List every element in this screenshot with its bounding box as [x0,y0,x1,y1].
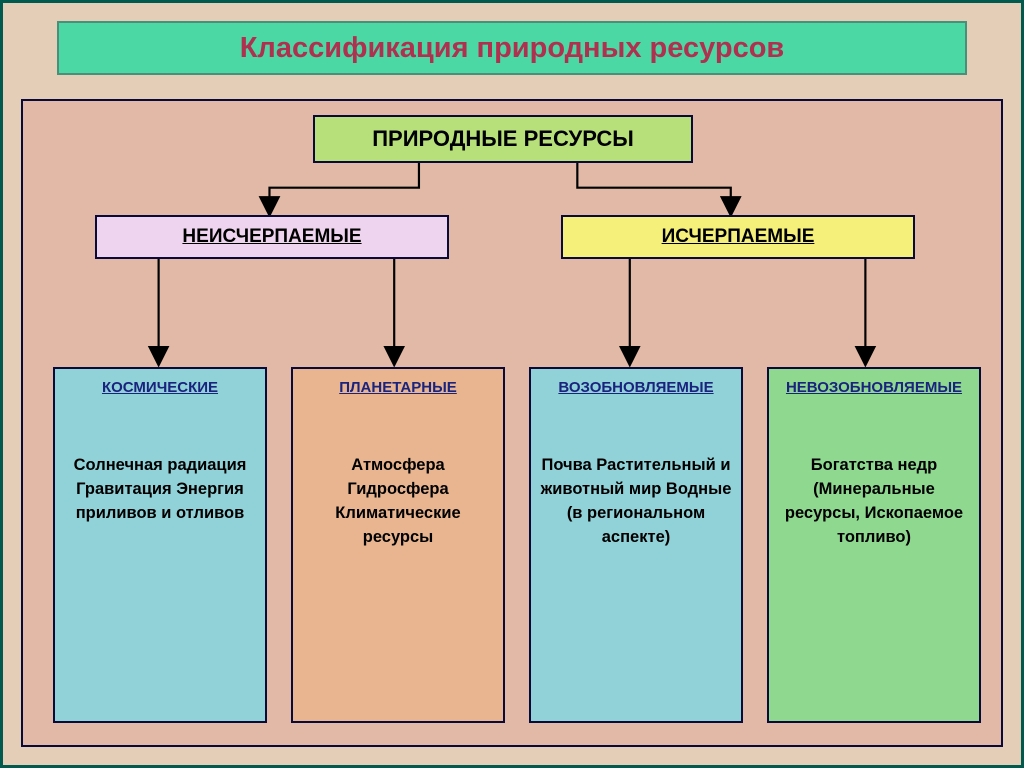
leaf-cosmic: КОСМИЧЕСКИЕ Солнечная радиация Гравитаци… [53,367,267,723]
leaf-body: Солнечная радиация Гравитация Энергия пр… [55,454,265,526]
root-node: ПРИРОДНЫЕ РЕСУРСЫ [313,115,693,163]
diagram-area: ПРИРОДНЫЕ РЕСУРСЫ НЕИСЧЕРПАЕМЫЕ ИСЧЕРПАЕ… [21,99,1003,747]
node-exhaustible: ИСЧЕРПАЕМЫЕ [561,215,915,259]
leaf-head: НЕВОЗОБНОВЛЯЕМЫЕ [769,379,979,396]
leaf-head: КОСМИЧЕСКИЕ [55,379,265,396]
leaf-body: Богатства недр (Минеральные ресурсы, Иск… [769,454,979,550]
leaf-renewable: ВОЗОБНОВЛЯЕМЫЕ Почва Растительный и живо… [529,367,743,723]
leaf-body: Почва Растительный и животный мир Водные… [531,454,741,550]
node-inexhaustible: НЕИСЧЕРПАЕМЫЕ [95,215,449,259]
slide-title: Классификация природных ресурсов [57,21,967,75]
leaf-planetary: ПЛАНЕТАРНЫЕ Атмосфера Гидросфера Климати… [291,367,505,723]
leaf-nonrenewable: НЕВОЗОБНОВЛЯЕМЫЕ Богатства недр (Минерал… [767,367,981,723]
slide-frame: Классификация природных ресурсов ПРИРОДН… [0,0,1024,768]
leaf-body: Атмосфера Гидросфера Климатические ресур… [293,454,503,550]
leaf-head: ПЛАНЕТАРНЫЕ [293,379,503,396]
leaf-head: ВОЗОБНОВЛЯЕМЫЕ [531,379,741,396]
